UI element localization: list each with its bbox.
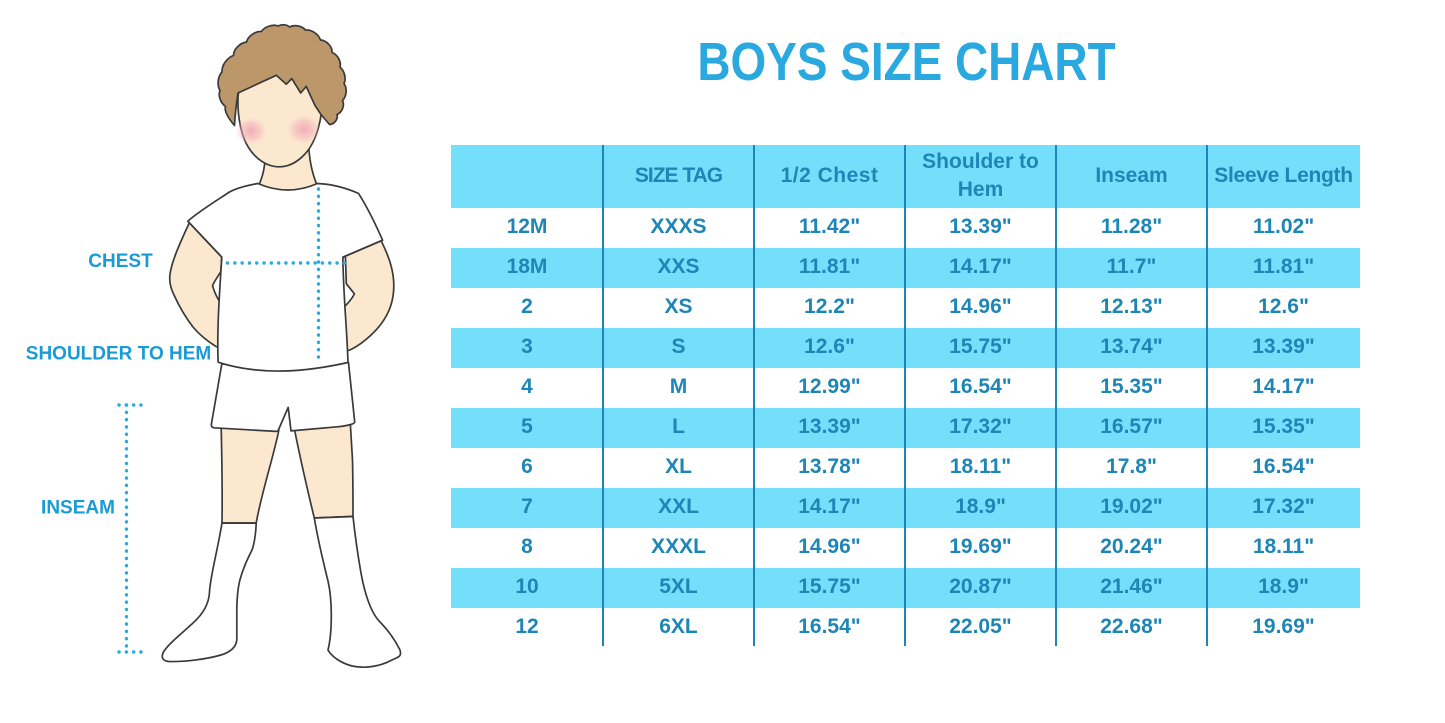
svg-text:CHEST: CHEST	[88, 251, 153, 272]
svg-text:SHOULDER TO HEM: SHOULDER TO HEM	[26, 344, 211, 365]
svg-text:INSEAM: INSEAM	[41, 498, 115, 519]
